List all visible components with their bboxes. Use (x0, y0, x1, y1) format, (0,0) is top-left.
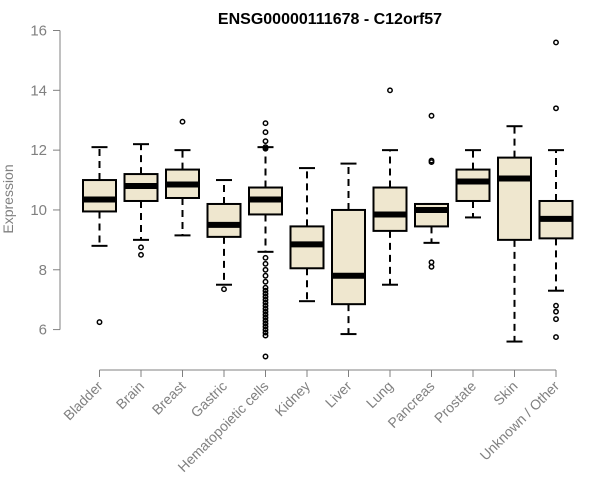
plot-area (82, 39, 574, 360)
outlier-point (262, 266, 269, 273)
outlier-point (553, 334, 559, 341)
outlier-point (138, 251, 144, 258)
outlier-point (262, 299, 269, 306)
outlier-point (553, 308, 559, 315)
outlier-point (262, 311, 269, 318)
y-axis: 6 8 10 12 14 16 (30, 23, 61, 339)
outlier-point (262, 320, 269, 327)
box-kidney (289, 167, 325, 303)
y-tick-label: 10 (30, 202, 47, 219)
outlier-point (553, 105, 559, 112)
box-hematopoietic-cells (248, 120, 283, 360)
outlier-point (262, 138, 269, 145)
y-tick-label: 14 (30, 82, 47, 99)
iqr-box (331, 208, 366, 306)
outlier-point (262, 317, 269, 324)
outlier-point (96, 319, 103, 326)
x-tick-label: Lung (363, 378, 396, 411)
box-brain (123, 143, 159, 258)
iqr-box (372, 186, 408, 232)
x-tick-label: Unknown / Other (477, 378, 563, 464)
x-tick-label: Bladder (60, 378, 106, 424)
iqr-box (206, 202, 242, 238)
outlier-point (262, 332, 269, 339)
x-tick-label: Skin (490, 378, 521, 409)
y-tick-label: 8 (39, 262, 47, 279)
x-tick-label: Brain (113, 378, 147, 412)
outlier-point (262, 326, 269, 333)
y-tick-label: 16 (30, 23, 47, 40)
box-pancreas (414, 112, 449, 270)
box-unknown-other (538, 39, 574, 341)
outlier-point (387, 87, 393, 94)
box-lung (372, 87, 408, 286)
box-breast (165, 118, 200, 237)
outlier-point (262, 145, 269, 152)
outlier-point (262, 290, 269, 297)
outlier-point (262, 278, 269, 285)
iqr-box (497, 156, 532, 241)
outlier-point (262, 120, 269, 127)
y-tick-label: 6 (39, 322, 47, 339)
outlier-point (179, 118, 186, 125)
outlier-point (221, 286, 227, 293)
iqr-box (82, 179, 117, 213)
outlier-point (262, 284, 269, 291)
outlier-point (262, 308, 269, 315)
box-bladder (82, 146, 117, 326)
iqr-box (455, 168, 491, 202)
outlier-point (428, 112, 435, 119)
outlier-point (138, 244, 144, 251)
box-gastric (206, 179, 242, 293)
x-tick-label: Kidney (272, 378, 314, 420)
x-tick-label: Liver (322, 378, 355, 411)
box-liver (331, 162, 366, 336)
outlier-point (262, 305, 269, 312)
outlier-point (262, 314, 269, 321)
outlier-point (262, 129, 269, 136)
outlier-point (262, 296, 269, 303)
outlier-point (262, 323, 269, 330)
outlier-point (262, 287, 269, 294)
outlier-point (262, 293, 269, 300)
x-tick-label: Breast (149, 378, 189, 418)
outlier-point (262, 272, 269, 279)
outlier-point (428, 159, 435, 166)
outlier-point (553, 302, 559, 309)
x-tick-label: Prostate (431, 378, 479, 426)
outlier-point (262, 302, 269, 309)
outlier-point (553, 39, 559, 46)
y-axis-label: Expression (0, 164, 16, 233)
box-prostate (455, 149, 491, 219)
outlier-point (553, 316, 559, 323)
y-tick-label: 12 (30, 142, 47, 159)
chart-title: ENSG00000111678 - C12orf57 (218, 11, 442, 28)
box-skin (497, 125, 532, 343)
outlier-point (262, 353, 269, 360)
outlier-point (262, 329, 269, 336)
outlier-point (262, 254, 269, 261)
outlier-point (428, 263, 435, 270)
outlier-point (262, 260, 269, 267)
